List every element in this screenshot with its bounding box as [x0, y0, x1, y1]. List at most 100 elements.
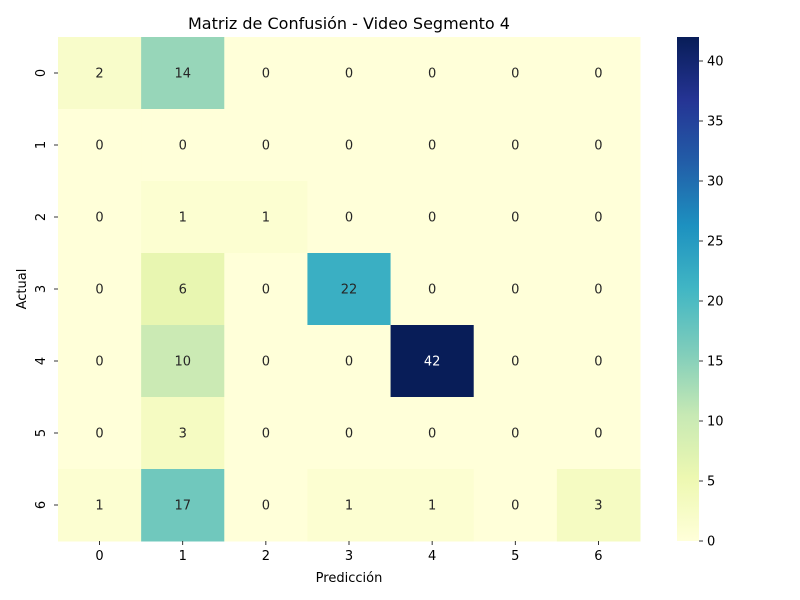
cell-value-label: 0: [511, 499, 519, 514]
heatmap-cell-r4-c3: [307, 325, 392, 398]
colorbar-tick-label: 25: [707, 235, 724, 250]
cell-value-label: 0: [95, 211, 103, 226]
y-tick-label: 6: [34, 501, 49, 509]
heatmap-cell-r1-c6: [556, 109, 641, 182]
colorbar-tick-label: 30: [707, 175, 724, 190]
heatmap-cell-r0-c5: [473, 37, 558, 110]
heatmap-cell-r4-c2: [224, 325, 308, 398]
colorbar-ticks: 0 5 10 15 20 25 30 35 40: [699, 55, 724, 550]
heatmap-cell-r1-c3: [307, 109, 392, 182]
y-tick-label: 4: [34, 357, 49, 365]
cell-value-label: 0: [345, 427, 353, 442]
cell-value-label: 0: [262, 427, 270, 442]
cell-value-label: 0: [594, 139, 602, 154]
heatmap-cell-r6-c5: [473, 469, 558, 542]
y-axis-ticks: 0 1 2 3 4 5 6: [34, 69, 58, 509]
cell-value-label: 0: [345, 355, 353, 370]
heatmap-cell-r3-c1: [141, 253, 225, 326]
heatmap-cell-r6-c0: [58, 469, 142, 542]
heatmap-cell-r2-c4: [390, 181, 475, 254]
colorbar-tick-label: 40: [707, 55, 724, 70]
heatmap-cell-r5-c2: [224, 397, 308, 470]
cell-value-label: 0: [262, 67, 270, 82]
cell-value-label: 0: [594, 211, 602, 226]
heatmap-cell-r3-c6: [556, 253, 641, 326]
heatmap-cell-r2-c1: [141, 181, 225, 254]
heatmap-cell-r4-c5: [473, 325, 558, 398]
x-tick-label: 1: [179, 549, 187, 564]
colorbar-tick-label: 0: [707, 535, 715, 550]
y-axis-label: Actual: [15, 269, 30, 310]
heatmap-cell-r2-c0: [58, 181, 142, 254]
heatmap-cell-r1-c5: [473, 109, 558, 182]
heatmap-cell-r6-c4: [390, 469, 475, 542]
heatmap-cell-r5-c6: [556, 397, 641, 470]
cell-value-label: 0: [511, 283, 519, 298]
colorbar-tick-label: 5: [707, 475, 715, 490]
heatmap-cell-r6-c3: [307, 469, 392, 542]
cell-value-label: 2: [95, 67, 103, 82]
cell-value-label: 0: [428, 427, 436, 442]
cell-value-label: 0: [95, 355, 103, 370]
cell-value-label: 0: [428, 67, 436, 82]
y-tick-label: 2: [34, 213, 49, 221]
cell-value-label: 0: [511, 139, 519, 154]
heatmap-cell-r0-c6: [556, 37, 641, 110]
heatmap-cell-r3-c0: [58, 253, 142, 326]
heatmap-cell-r2-c3: [307, 181, 392, 254]
heatmap-cell-r1-c4: [390, 109, 475, 182]
heatmap-cell-r5-c4: [390, 397, 475, 470]
heatmap-cell-r1-c1: [141, 109, 225, 182]
x-axis-ticks: 0 1 2 3 4 5 6: [95, 541, 603, 564]
cell-value-label: 0: [428, 283, 436, 298]
colorbar-tick-label: 15: [707, 355, 724, 370]
colorbar: [677, 37, 699, 541]
cell-value-label: 0: [262, 283, 270, 298]
cell-value-label: 3: [594, 499, 602, 514]
cell-value-label: 0: [345, 67, 353, 82]
cell-value-label: 0: [511, 355, 519, 370]
y-tick-label: 1: [34, 141, 49, 149]
heatmap-cell-r0-c1: [141, 37, 225, 110]
heatmap-cell-r5-c1: [141, 397, 225, 470]
cell-value-label: 0: [262, 499, 270, 514]
cell-value-label: 1: [179, 211, 187, 226]
heatmap-cell-r2-c5: [473, 181, 558, 254]
heatmap-cell-r4-c6: [556, 325, 641, 398]
cell-value-label: 0: [345, 211, 353, 226]
y-tick-label: 5: [34, 429, 49, 437]
cell-value-label: 0: [179, 139, 187, 154]
cell-value-label: 0: [511, 211, 519, 226]
cell-value-label: 0: [511, 67, 519, 82]
y-tick-label: 0: [34, 69, 49, 77]
heatmap-cell-r3-c2: [224, 253, 308, 326]
heatmap-cell-r3-c3: [307, 253, 392, 326]
heatmap-cell-r3-c4: [390, 253, 475, 326]
cell-value-label: 0: [262, 139, 270, 154]
cell-value-label: 0: [594, 355, 602, 370]
cell-value-label: 6: [179, 283, 187, 298]
heatmap-cell-r4-c0: [58, 325, 142, 398]
cell-value-label: 1: [262, 211, 270, 226]
cell-value-label: 0: [95, 427, 103, 442]
heatmap-cell-r4-c4: [390, 325, 475, 398]
y-tick-label: 3: [34, 285, 49, 293]
heatmap-cell-r6-c6: [556, 469, 641, 542]
x-tick-label: 3: [345, 549, 353, 564]
cell-value-label: 1: [95, 499, 103, 514]
cell-value-label: 0: [345, 139, 353, 154]
heatmap-cell-r1-c2: [224, 109, 308, 182]
cell-value-label: 0: [511, 427, 519, 442]
colorbar-tick-label: 10: [707, 415, 724, 430]
x-tick-label: 6: [594, 549, 602, 564]
x-tick-label: 4: [428, 549, 436, 564]
heatmap-cell-r6-c1: [141, 469, 225, 542]
x-axis-label: Predicción: [316, 571, 383, 586]
cell-value-label: 0: [95, 139, 103, 154]
heatmap-cell-r5-c5: [473, 397, 558, 470]
heatmap-cell-r3-c5: [473, 253, 558, 326]
heatmap-cell-r5-c0: [58, 397, 142, 470]
cell-value-label: 3: [179, 427, 187, 442]
x-tick-label: 5: [511, 549, 519, 564]
